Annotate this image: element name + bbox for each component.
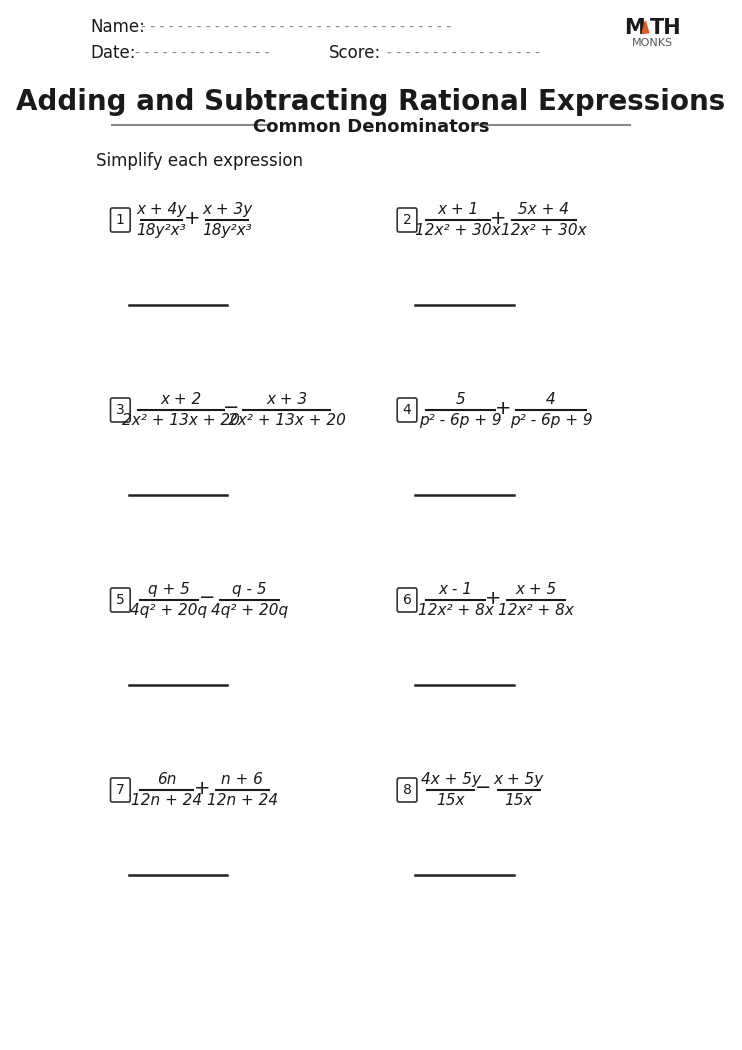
Text: 2x² + 13x + 20: 2x² + 13x + 20 (122, 413, 240, 428)
Text: x + 3: x + 3 (266, 392, 307, 407)
Text: 4q² + 20q: 4q² + 20q (211, 603, 288, 618)
Text: MONKS: MONKS (631, 38, 672, 48)
Text: Common Denominators: Common Denominators (253, 118, 489, 136)
Text: M: M (624, 18, 645, 38)
Text: x + 3y: x + 3y (202, 202, 252, 217)
Text: 6n: 6n (157, 772, 176, 788)
Text: 12n + 24: 12n + 24 (206, 793, 278, 808)
FancyBboxPatch shape (397, 778, 417, 802)
Text: 15x: 15x (436, 793, 464, 808)
Text: 4q² + 20q: 4q² + 20q (131, 603, 208, 618)
Text: x + 2: x + 2 (160, 392, 202, 407)
Text: q - 5: q - 5 (232, 582, 267, 597)
Text: - - - - - - - - - - - - - - -: - - - - - - - - - - - - - - - (135, 46, 274, 60)
Text: +: + (485, 588, 502, 608)
Polygon shape (642, 21, 649, 33)
Text: +: + (490, 209, 507, 228)
Text: 12x² + 8x: 12x² + 8x (499, 603, 574, 618)
Text: 3: 3 (116, 403, 125, 417)
FancyBboxPatch shape (111, 208, 130, 232)
Text: 4: 4 (546, 392, 556, 407)
Text: 18y²x³: 18y²x³ (203, 223, 252, 238)
Text: 5: 5 (116, 593, 125, 607)
Text: n + 6: n + 6 (221, 772, 263, 788)
Text: TH: TH (649, 18, 681, 38)
Text: 4: 4 (403, 403, 411, 417)
Text: Date:: Date: (90, 44, 136, 62)
Text: x + 5y: x + 5y (493, 772, 544, 788)
Text: 6: 6 (403, 593, 412, 607)
Text: x + 5: x + 5 (516, 582, 556, 597)
Text: x - 1: x - 1 (439, 582, 473, 597)
Text: 12n + 24: 12n + 24 (131, 793, 202, 808)
Text: +: + (194, 778, 210, 798)
FancyBboxPatch shape (397, 398, 417, 422)
Text: 2: 2 (403, 213, 411, 227)
FancyBboxPatch shape (397, 588, 417, 612)
Text: 18y²x³: 18y²x³ (137, 223, 186, 238)
Text: Adding and Subtracting Rational Expressions: Adding and Subtracting Rational Expressi… (16, 88, 726, 116)
Text: - - - - - - - - - - - - - - - - - - - - - - - - - - - - - - - - - -: - - - - - - - - - - - - - - - - - - - - … (141, 20, 456, 34)
Text: p² - 6p + 9: p² - 6p + 9 (510, 413, 592, 428)
Text: q + 5: q + 5 (148, 582, 190, 597)
Text: −: − (199, 588, 215, 608)
Text: 8: 8 (403, 783, 412, 797)
Text: 4x + 5y: 4x + 5y (421, 772, 481, 788)
Text: x + 1: x + 1 (437, 202, 479, 217)
Text: x + 4y: x + 4y (137, 202, 186, 217)
Text: - - - - - - - - - - - - - - - - -: - - - - - - - - - - - - - - - - - (387, 46, 544, 60)
Text: −: − (476, 778, 492, 798)
Text: −: − (223, 399, 240, 418)
Text: Simplify each expression: Simplify each expression (96, 152, 303, 170)
Text: +: + (495, 399, 511, 418)
Text: 12x² + 30x: 12x² + 30x (501, 223, 586, 238)
Text: p² - 6p + 9: p² - 6p + 9 (419, 413, 502, 428)
Text: +: + (183, 209, 200, 228)
FancyBboxPatch shape (111, 398, 130, 422)
Text: 12x² + 30x: 12x² + 30x (416, 223, 501, 238)
Text: 7: 7 (116, 783, 125, 797)
Text: Name:: Name: (90, 18, 145, 36)
Text: 5: 5 (456, 392, 465, 407)
Text: 2x² + 13x + 20: 2x² + 13x + 20 (228, 413, 346, 428)
Text: 1: 1 (116, 213, 125, 227)
Text: 15x: 15x (505, 793, 533, 808)
FancyBboxPatch shape (111, 588, 130, 612)
FancyBboxPatch shape (111, 778, 130, 802)
Text: Score:: Score: (329, 44, 381, 62)
FancyBboxPatch shape (397, 208, 417, 232)
Text: 5x + 4: 5x + 4 (518, 202, 569, 217)
Text: 12x² + 8x: 12x² + 8x (418, 603, 493, 618)
